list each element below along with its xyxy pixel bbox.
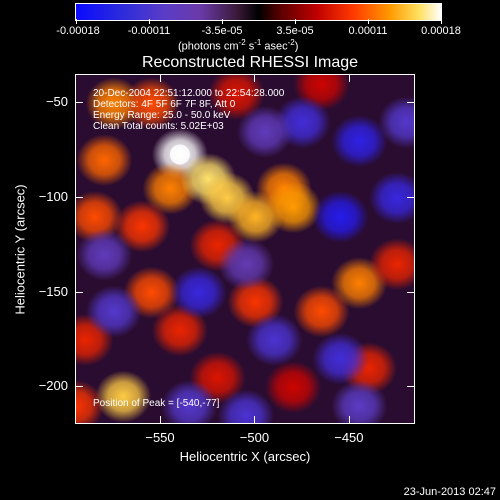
colorbar-tick-mark: [295, 19, 296, 24]
colorbar: [75, 3, 442, 21]
x-tick-mark: [160, 416, 161, 424]
plot-area: [75, 74, 415, 424]
emission-source: [208, 75, 265, 120]
y-tick-mark: [75, 291, 83, 293]
x-tick-mark: [160, 74, 161, 82]
x-tick-label: −550: [145, 430, 175, 445]
timestamp: 23-Jun-2013 02:47: [403, 486, 496, 498]
emission-source: [76, 380, 104, 423]
emission-source: [369, 238, 414, 291]
y-axis-title: Heliocentric Y (arcsec): [12, 184, 28, 315]
y-tick-mark: [407, 196, 415, 198]
colorbar-tick-label: 3.5e-05: [276, 25, 314, 37]
colorbar-tick-label: 0.00018: [421, 25, 461, 37]
emission-source: [76, 134, 133, 187]
colorbar-tick-mark: [76, 19, 77, 24]
negative-residual: [76, 228, 133, 281]
x-tick-mark: [254, 416, 256, 424]
chart-title: Reconstructed RHESSI Image: [141, 54, 359, 71]
negative-residual: [161, 380, 218, 423]
colorbar-tick-label: -3.5e-05: [201, 25, 243, 37]
negative-residual: [331, 115, 388, 168]
colorbar-tick-mark: [222, 19, 223, 24]
x-tick-label: −450: [334, 430, 364, 445]
y-tick-mark: [75, 386, 83, 388]
heatmap-canvas: [76, 75, 414, 423]
negative-residual: [85, 285, 142, 338]
negative-residual: [218, 389, 274, 423]
annotation-energy: Energy Range: 25.0 - 50.0 keV: [93, 110, 231, 121]
colorbar-gradient: [76, 4, 441, 20]
colorbar-tick-mark: [441, 19, 442, 24]
y-tick-label: −100: [38, 188, 68, 204]
colorbar-units: (photons cm-2 s-1 asec-2): [178, 38, 299, 53]
emission-source: [123, 77, 180, 130]
x-axis-title: Heliocentric X (arcsec): [179, 449, 311, 464]
y-tick-mark: [407, 102, 415, 104]
negative-residual: [378, 96, 414, 149]
negative-residual: [369, 171, 414, 224]
peak-label: Position of Peak = [-540,-77]: [93, 398, 220, 409]
annotation-time: 20-Dec-2004 22:51:12.000 to 22:54:28.000: [93, 88, 285, 99]
y-tick-label: −50: [45, 94, 68, 110]
y-tick-label: −200: [38, 378, 68, 394]
negative-residual: [331, 380, 388, 423]
x-tick-mark: [348, 74, 350, 82]
y-tick-label: −150: [38, 283, 68, 299]
emission-source: [114, 200, 171, 253]
emission-source: [293, 285, 350, 338]
negative-residual: [312, 332, 369, 385]
negative-residual: [246, 313, 303, 366]
colorbar-tick-mark: [149, 19, 150, 24]
negative-residual: [218, 238, 274, 291]
y-tick-mark: [75, 102, 83, 104]
x-tick-label: −500: [239, 430, 270, 445]
x-tick-mark: [348, 416, 350, 424]
emission-source: [95, 370, 152, 423]
colorbar-tick-mark: [368, 19, 369, 24]
x-tick-mark: [254, 74, 256, 82]
colorbar-tick-label: 0.00011: [348, 25, 388, 37]
y-tick-mark: [75, 196, 83, 198]
colorbar-tick-label: -0.00011: [127, 25, 171, 37]
negative-residual: [312, 190, 369, 243]
negative-residual: [170, 266, 227, 319]
emission-source: [265, 181, 322, 234]
negative-residual: [236, 105, 293, 158]
emission-source: [265, 361, 322, 414]
y-tick-mark: [407, 291, 415, 293]
annotation-counts: Clean Total counts: 5.02E+03: [93, 121, 224, 132]
peak-source: [169, 144, 190, 165]
colorbar-tick-label: -0.00018: [56, 25, 100, 37]
y-tick-mark: [407, 386, 415, 388]
annotation-detectors: Detectors: 4F 5F 6F 7F 8F, Att 0: [93, 99, 236, 110]
